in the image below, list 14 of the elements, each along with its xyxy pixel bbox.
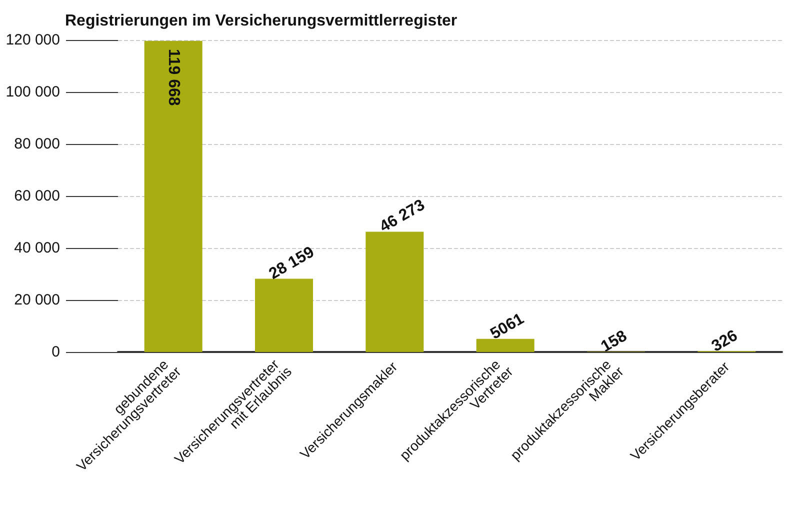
y-tick-label: 20 000 [14, 292, 60, 308]
y-tick-label: 80 000 [14, 136, 60, 152]
data-label: 46 273 [377, 196, 428, 236]
y-tick-label: 60 000 [14, 188, 60, 204]
y-tick-label: 40 000 [14, 240, 60, 256]
y-tick-label: 0 [52, 344, 60, 360]
data-label: 326 [709, 327, 741, 356]
chart-title: Registrierungen im Versicherungsvermittlerregister [65, 12, 458, 30]
data-label: 119 668 [164, 48, 182, 106]
y-tick-label: 100 000 [6, 84, 60, 100]
data-label: 5061 [488, 310, 528, 344]
y-tick-label: 120 000 [6, 32, 60, 48]
data-label: 28 159 [266, 244, 318, 283]
data-label: 158 [598, 328, 630, 356]
